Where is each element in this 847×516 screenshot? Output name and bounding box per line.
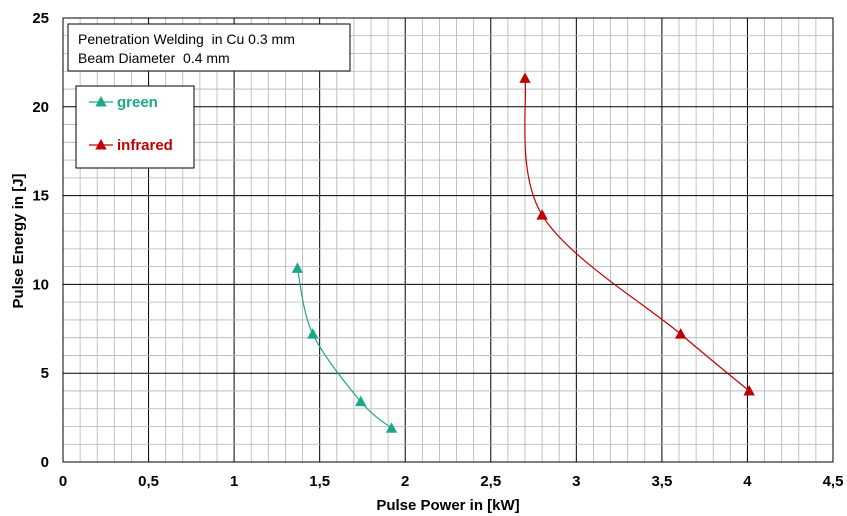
legend-label: green [117,94,158,111]
x-tick-label: 0,5 [138,473,159,490]
legend-item-infrared: infrared [89,137,173,154]
annotation-box: Penetration Welding in Cu 0.3 mm Beam Di… [67,23,351,72]
annotation-line-2: Beam Diameter 0.4 mm [78,50,230,66]
legend-marker [95,96,107,107]
x-tick-label: 4 [743,473,752,490]
data-point-infrared [743,384,755,396]
legend: green infrared [75,85,195,169]
x-tick-label: 2,5 [480,473,501,490]
data-point-infrared [536,209,548,220]
x-tick-label: 3,5 [651,473,672,490]
x-tick-label: 1 [230,473,238,490]
data-point-green [291,262,304,273]
y-axis-title: Pulse Energy in [J] [10,173,27,308]
y-tick-label: 10 [32,276,49,293]
y-tick-labels: 0 5 10 15 20 25 [32,10,49,471]
x-tick-label: 2 [401,473,409,490]
plot-border [62,17,834,463]
data-point-green [385,422,398,433]
y-tick-label: 25 [32,10,49,27]
series-line-green [296,268,392,429]
legend-item-green: green [89,94,158,111]
x-tick-label: 4,5 [823,473,844,490]
x-tick-label: 0 [59,473,67,490]
y-tick-label: 15 [32,188,49,205]
y-tick-label: 20 [32,99,49,116]
series-infrared [519,72,755,396]
x-tick-label: 3 [572,473,580,490]
series-green [291,262,398,433]
annotation-line-1: Penetration Welding in Cu 0.3 mm [78,31,295,47]
data-point-green [355,395,367,407]
data-point-infrared [675,328,687,339]
y-tick-label: 0 [41,454,49,471]
series-line-infrared [524,78,750,392]
data-point-green [307,328,319,339]
x-tick-label: 1,5 [309,473,330,490]
x-axis-title: Pulse Power in [kW] [376,497,519,514]
data-point-infrared [519,72,531,83]
series-layer [291,72,755,433]
legend-marker [95,139,107,150]
y-tick-label: 5 [41,365,49,382]
x-tick-labels: 0 0,5 1 1,5 2 2,5 3 3,5 4 4,5 [59,473,844,490]
legend-label: infrared [117,137,173,154]
